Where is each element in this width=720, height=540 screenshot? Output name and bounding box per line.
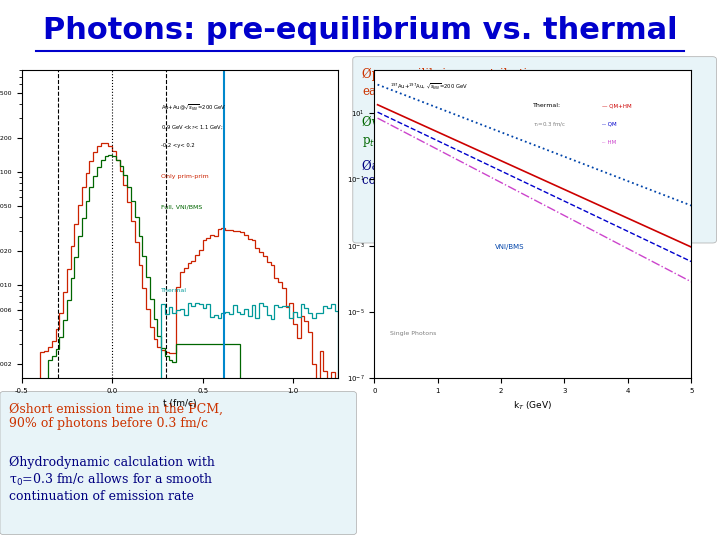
VNI/BMS <box>373 82 382 88</box>
QM <box>638 235 647 241</box>
HM <box>560 212 569 219</box>
Text: -0.2 <y< 0.2: -0.2 <y< 0.2 <box>161 143 194 148</box>
Text: Øshort emission time in the PCM,
90% of photons before 0.3 fm/c: Øshort emission time in the PCM, 90% of … <box>9 402 223 430</box>
Line: VNI/BMS: VNI/BMS <box>377 85 691 206</box>
Text: Øwindow of opportunity above
p$_t$=2 GeV: Øwindow of opportunity above p$_t$=2 GeV <box>362 116 546 148</box>
QM+HM <box>565 188 574 195</box>
QM <box>373 109 382 116</box>
Text: Full, VNI/BMS: Full, VNI/BMS <box>161 205 202 210</box>
VNI/BMS <box>687 202 696 209</box>
X-axis label: k$_T$ (GeV): k$_T$ (GeV) <box>513 399 552 412</box>
Text: -· HM: -· HM <box>603 140 617 145</box>
QM+HM <box>657 231 666 237</box>
QM <box>687 258 696 265</box>
QM+HM <box>560 186 569 193</box>
Text: -- QM: -- QM <box>603 122 617 126</box>
QM+HM <box>559 186 567 192</box>
QM <box>565 200 574 207</box>
QM <box>374 110 383 116</box>
Line: QM+HM: QM+HM <box>377 105 691 247</box>
Line: HM: HM <box>377 118 691 282</box>
VNI/BMS <box>657 191 666 198</box>
X-axis label: t (fm/c): t (fm/c) <box>163 399 197 408</box>
HM <box>373 115 382 122</box>
Text: — QM+HM: — QM+HM <box>603 103 632 108</box>
Text: Photons: pre-equilibrium vs. thermal: Photons: pre-equilibrium vs. thermal <box>42 16 678 45</box>
Text: Thermal:: Thermal: <box>533 103 561 108</box>
QM+HM <box>373 102 382 108</box>
QM+HM <box>374 102 383 109</box>
FancyBboxPatch shape <box>0 392 356 535</box>
QM <box>560 198 569 204</box>
Text: $\tau_i$=0.3 fm/c: $\tau_i$=0.3 fm/c <box>533 120 566 129</box>
FancyBboxPatch shape <box>353 57 716 243</box>
QM+HM <box>638 221 647 228</box>
HM <box>374 116 383 122</box>
Text: Øhydrodynamic calculation with
τ$_0$=0.3 fm/c allows for a smooth
continuation o: Øhydrodynamic calculation with τ$_0$=0.3… <box>9 456 215 503</box>
VNI/BMS <box>560 153 569 160</box>
QM <box>657 244 666 251</box>
QM+HM <box>687 244 696 250</box>
Text: Only prim-prim: Only prim-prim <box>161 174 209 179</box>
HM <box>559 212 567 218</box>
VNI/BMS <box>638 183 647 190</box>
Text: VNI/BMS: VNI/BMS <box>495 244 524 249</box>
Text: 0.9 GeV <k$_T$< 1.1 GeV;: 0.9 GeV <k$_T$< 1.1 GeV; <box>161 123 224 132</box>
HM <box>565 215 574 221</box>
HM <box>638 253 647 259</box>
Text: $^{197}$Au+$^{197}$Au, $\sqrt{s_{NN}}$=200 GeV: $^{197}$Au+$^{197}$Au, $\sqrt{s_{NN}}$=2… <box>390 82 468 92</box>
Text: Single Photons: Single Photons <box>390 331 436 336</box>
Line: QM: QM <box>377 112 691 261</box>
VNI/BMS <box>565 156 574 162</box>
QM <box>559 197 567 204</box>
VNI/BMS <box>374 82 383 88</box>
HM <box>657 263 666 269</box>
VNI/BMS <box>559 153 567 159</box>
Text: Øat 1 GeV, need to take thermal
contributions into account: Øat 1 GeV, need to take thermal contribu… <box>362 159 553 187</box>
Text: Thermal: Thermal <box>161 288 187 293</box>
Text: Øpre-equilibrium contributions are
easier identified at large p$_t$:: Øpre-equilibrium contributions are easie… <box>362 68 572 100</box>
HM <box>687 279 696 285</box>
Text: Au+Au@$\sqrt{s_{NN}}$=200 GeV: Au+Au@$\sqrt{s_{NN}}$=200 GeV <box>161 104 227 113</box>
